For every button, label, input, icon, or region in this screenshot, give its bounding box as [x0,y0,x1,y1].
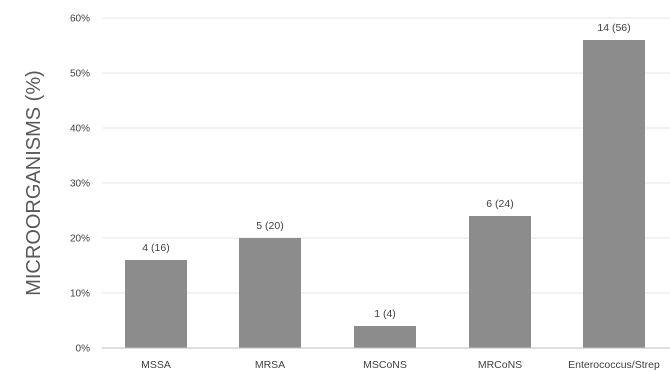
bars [125,40,645,348]
category-labels: MSSA MRSA MSCoNS MRCoNS Enterococcus/Strep [141,359,660,371]
bar-enterococcus-strep [583,40,645,348]
y-tick-labels: 0% 10% 20% 30% 40% 50% 60% [70,14,90,355]
bar-mrsa [239,238,301,348]
data-label: 1 (4) [374,308,396,320]
gridlines [102,17,670,294]
category-label: Enterococcus/Strep [568,359,660,371]
y-tick-label: 30% [70,179,90,190]
data-label: 4 (16) [142,242,169,254]
bar-mssa [125,260,187,348]
data-label: 6 (24) [486,198,513,210]
category-label: MSSA [141,359,171,371]
y-axis-title: MICROORGANISMS (%) [23,70,45,296]
y-tick-label: 60% [70,14,90,25]
category-label: MSCoNS [363,359,407,371]
y-tick-label: 20% [70,234,90,245]
data-label: 14 (56) [597,22,630,34]
y-tick-label: 0% [76,344,91,355]
y-tick-label: 50% [70,69,90,80]
y-tick-label: 10% [70,289,90,300]
bar-mscons [354,326,416,348]
y-tick-label: 40% [70,124,90,135]
bar-mrcons [469,216,531,348]
data-label: 5 (20) [256,220,283,232]
category-label: MRCoNS [478,359,522,371]
category-label: MRSA [255,359,285,371]
data-labels: 4 (16) 5 (20) 1 (4) 6 (24) 14 (56) [142,22,630,320]
